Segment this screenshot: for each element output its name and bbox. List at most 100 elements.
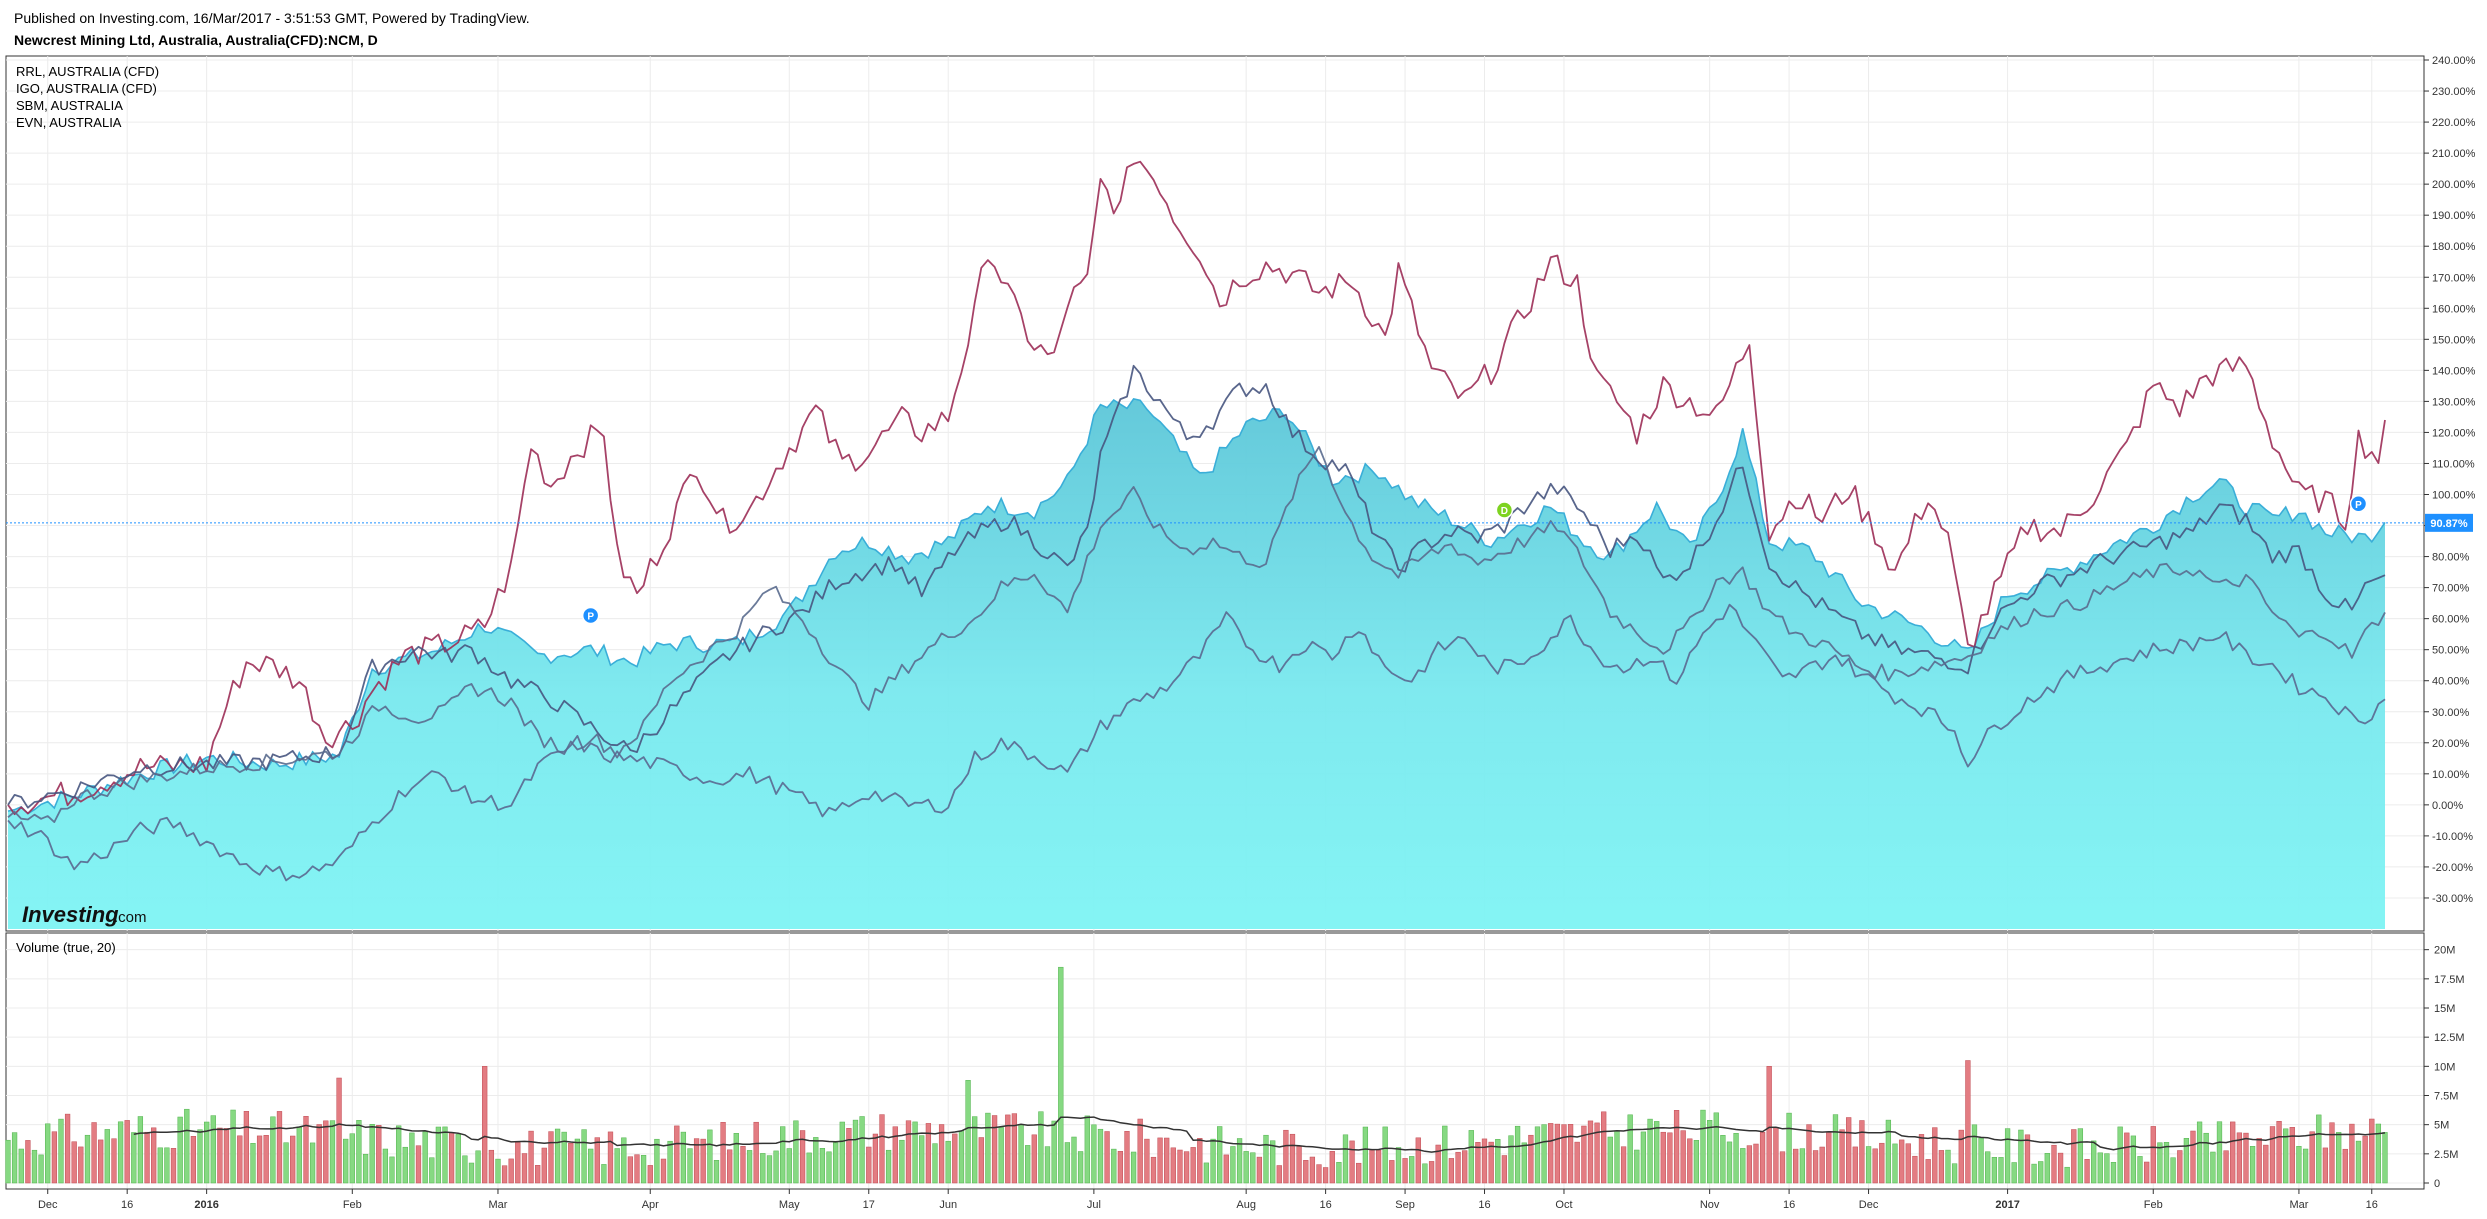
legend-evn: EVN, AUSTRALIA [16,115,122,130]
y-tick-label: 17.5M [2434,974,2465,986]
volume-bar [2216,1121,2223,1184]
volume-bar [1766,1066,1772,1184]
volume-bar [2077,1128,2084,1184]
volume-bar [2011,1162,2017,1184]
volume-bar [1375,1150,1382,1184]
volume-bar [177,1116,183,1184]
volume-bar [1587,1120,1594,1184]
x-tick-label: Jun [939,1199,957,1211]
volume-bar [2302,1148,2309,1184]
volume-bar [1667,1132,1673,1184]
volume-bar [1846,1117,1852,1184]
volume-bar [402,1146,408,1184]
y-tick-label: 30.00% [2432,707,2470,719]
volume-bar [2230,1121,2236,1184]
volume-bar [2004,1128,2011,1184]
volume-bar [164,1147,170,1184]
volume-bar [1270,1140,1276,1184]
svg-text:Investing: Investing [22,902,119,927]
volume-bar [1475,1142,1481,1184]
marker-d-1[interactable]: D [1495,501,1514,519]
volume-bar [1250,1152,1256,1184]
volume-bar [1038,1111,1044,1184]
volume-bar [336,1077,342,1184]
volume-bar [1409,1156,1415,1184]
volume-bar [45,1123,51,1184]
marker-p-2[interactable]: P [2349,495,2368,513]
x-tick-label: 2016 [194,1199,218,1211]
volume-bar [2144,1161,2150,1184]
volume-bar [766,1155,773,1184]
volume-bar [1899,1139,1905,1184]
volume-bar [1879,1142,1885,1184]
volume-bar [1726,1141,1733,1184]
x-tick-label: May [779,1199,800,1211]
volume-bar [1720,1135,1726,1184]
volume-bar [693,1138,700,1184]
marker-p-0[interactable]: P [581,606,600,625]
y-tick-label: 230.00% [2432,86,2476,98]
volume-bar [1978,1137,1984,1184]
volume-bar [1614,1130,1620,1184]
volume-bar [290,1135,296,1184]
event-markers[interactable]: P D P [581,495,2368,625]
volume-bar [1356,1162,1362,1184]
volume-bar [1759,1132,1766,1184]
volume-bar [1971,1124,1978,1184]
volume-bar [1455,1151,1461,1184]
y-tick-label: 200.00% [2432,179,2476,191]
volume-bar [2369,1118,2375,1184]
volume-bar [217,1127,223,1184]
volume-bar [2163,1142,2170,1184]
volume-bar [409,1132,415,1184]
volume-bar [1892,1143,1898,1184]
volume-bar [1342,1134,1349,1184]
volume-bar [561,1131,567,1184]
volume-bar [793,1120,799,1184]
marker-label: P [2355,500,2362,511]
y-tick-label: 5M [2434,1120,2449,1132]
volume-bar [2382,1132,2388,1184]
volume-bar [190,1136,197,1184]
volume-bar [1130,1151,1137,1184]
volume-bar [912,1121,918,1184]
volume-bar [1673,1110,1680,1184]
volume-bar [1938,1150,1945,1184]
volume-bar [2091,1140,2097,1184]
volume-bar [455,1134,461,1184]
volume-bar [945,1140,951,1184]
y-tick-label: 210.00% [2432,148,2476,160]
volume-bar [1998,1157,2004,1184]
x-tick-label: Feb [2144,1199,2163,1211]
volume-bar [1514,1125,1521,1184]
volume-bar [435,1126,442,1184]
volume-bar [2243,1132,2249,1184]
volume-bar [117,1121,124,1184]
volume-bar [1428,1161,1435,1184]
volume-bar [813,1137,819,1184]
marker-label: P [587,612,594,623]
volume-bar [1620,1146,1627,1184]
volume-bar [607,1131,614,1184]
volume-bar [846,1128,852,1184]
volume-bar [614,1148,620,1184]
volume-bar [720,1122,726,1184]
volume-bar [1541,1124,1547,1184]
volume-bar [2329,1122,2335,1184]
volume-bar [1137,1118,1143,1184]
volume-bar [998,1127,1004,1184]
volume-bar [1567,1124,1574,1184]
marker-label: D [1501,506,1508,517]
volume-bar [343,1138,349,1184]
volume-bar [495,1158,501,1184]
volume-bar [1217,1126,1223,1184]
x-tick-label: 16 [1783,1199,1795,1211]
volume-bar [415,1145,422,1184]
x-tick-label: Mar [2289,1199,2308,1211]
volume-bar [2256,1138,2262,1184]
volume-bar [833,1142,839,1184]
y-tick-label: 130.00% [2432,396,2476,408]
volume-bar [2183,1138,2190,1184]
volume-bar [2024,1134,2031,1184]
